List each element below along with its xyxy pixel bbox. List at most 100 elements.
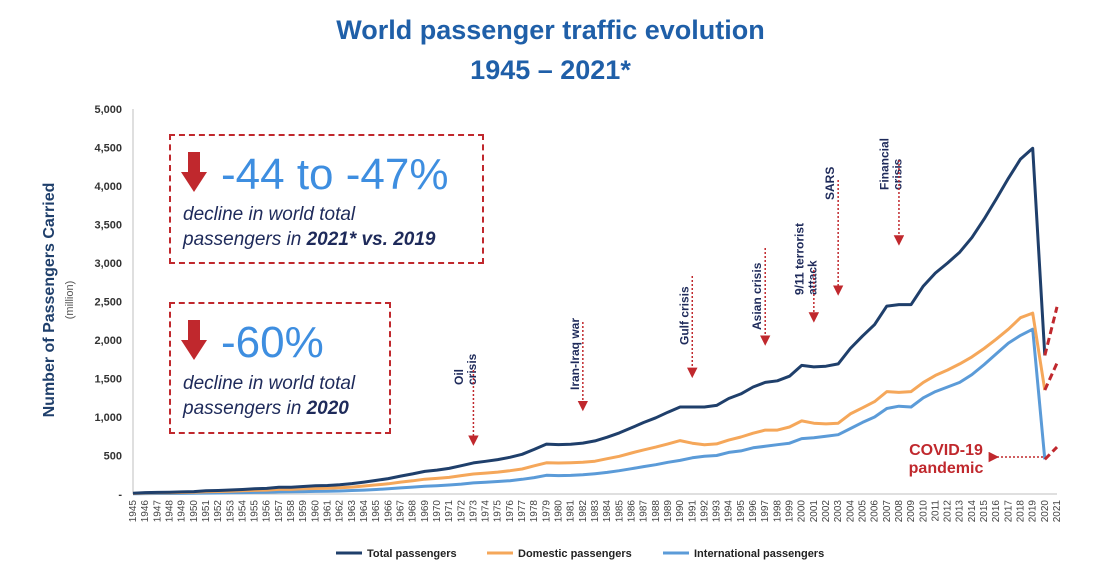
callout-2020-decline: -60% decline in world total passengers i…	[169, 302, 391, 434]
annotation-oil: Oil crisis	[452, 353, 479, 446]
x-tick-label: 1947	[152, 500, 163, 523]
legend-item-domestic-passengers: Domestic passengers	[487, 548, 632, 560]
x-tick-label: 1971	[444, 500, 455, 523]
x-tick-label: 1968	[408, 500, 419, 523]
annotation-fin: Financial crisis	[877, 138, 904, 246]
y-tick-label: 2,500	[94, 297, 122, 309]
x-tick-label: 2020	[1040, 500, 1051, 523]
x-tick-label: 1994	[724, 500, 735, 523]
callout-2020-line1: decline in world total	[183, 373, 356, 394]
projection-2021-domestic-passengers	[1043, 362, 1059, 391]
y-tick-label: 4,500	[94, 143, 122, 155]
annotation-label: Iran-Iraq war	[568, 318, 582, 390]
callout-2021-line2: passengers in	[183, 229, 307, 250]
x-tick-label: 2013	[955, 500, 966, 523]
annotation-asian: Asian crisis	[750, 248, 771, 346]
x-tick-label: 2011	[930, 500, 941, 522]
y-tick-label: 3,000	[94, 258, 122, 270]
x-tick-label: 1962	[335, 500, 346, 523]
callout-2021-value: -44 to -47%	[221, 150, 449, 199]
annotation-gulf: Gulf crisis	[677, 276, 698, 379]
callout-2021-line1: decline in world total	[183, 204, 356, 225]
y-tick-label: 4,000	[94, 181, 122, 193]
x-tick-label: 1973	[468, 500, 479, 523]
callout-2020-line2: passengers in	[183, 398, 307, 419]
x-tick-label: 2000	[797, 500, 808, 523]
x-tick-label: 1954	[237, 500, 248, 523]
x-tick-label: 2006	[870, 500, 881, 523]
x-tick-label: 1950	[189, 500, 200, 523]
x-tick-label: 1986	[626, 500, 637, 523]
x-tick-label: 2002	[821, 500, 832, 523]
annotation-label: attack	[805, 260, 819, 295]
down-arrow-icon	[181, 152, 207, 192]
projection-2021-international-passengers	[1043, 445, 1059, 461]
x-tick-label: 1951	[201, 500, 212, 523]
x-tick-label: 1990	[675, 500, 686, 523]
down-arrow-icon	[181, 320, 207, 360]
x-tick-label: 1987	[639, 500, 650, 523]
annotation-label: Gulf crisis	[677, 286, 691, 345]
x-tick-label: 2015	[979, 500, 990, 523]
callout-2020-period: 2020	[306, 398, 349, 419]
callout-2021-period: 2021* vs. 2019	[306, 229, 436, 250]
series-line-international-passengers	[132, 327, 1047, 496]
x-tick-label: 2005	[857, 500, 868, 523]
series-line-domestic-passengers	[132, 311, 1047, 495]
x-tick-label: 2012	[943, 500, 954, 523]
x-tick-label: 1982	[578, 500, 589, 523]
x-tick-label: 1985	[614, 500, 625, 523]
x-tick-label: 1952	[213, 500, 224, 523]
annotation-sars: SARS	[823, 167, 844, 296]
x-tick-label: 1964	[359, 500, 370, 523]
x-tick-label: 2014	[967, 500, 978, 523]
x-tick-label: 1955	[250, 500, 261, 523]
legend-label: International passengers	[694, 548, 824, 560]
x-tick-label: 1963	[347, 500, 358, 523]
x-tick-label: 1956	[262, 500, 273, 523]
x-tick-label: 2004	[845, 500, 856, 523]
x-tick-label: 2016	[991, 500, 1002, 523]
x-tick-label: 2010	[918, 500, 929, 523]
x-tick-label: 1946	[140, 500, 151, 523]
annotation-label: COVID-19	[909, 442, 983, 459]
x-tick-label: 1958	[286, 500, 297, 523]
x-tick-label: 2017	[1003, 500, 1014, 523]
callout-2021-text: decline in world total passengers in 202…	[183, 202, 435, 252]
x-tick-label: 1996	[748, 500, 759, 523]
x-tick-label: 2021	[1052, 500, 1063, 523]
x-tick-label: 1961	[323, 500, 334, 523]
x-tick-label: 1998	[772, 500, 783, 523]
annotation-911: 9/11 terrorist attack	[792, 223, 819, 323]
x-tick-label: 1972	[456, 500, 467, 523]
x-tick-label: 1981	[566, 500, 577, 523]
annotation-label: crisis	[890, 158, 904, 190]
annotation-label: pandemic	[909, 460, 984, 477]
x-tick-label: 1995	[736, 500, 747, 523]
x-tick-label: 1993	[712, 500, 723, 523]
x-tick-label: 1991	[687, 500, 698, 523]
x-tick-label: 1988	[651, 500, 662, 523]
series-line-total-passengers	[132, 146, 1047, 495]
callout-2020-text: decline in world total passengers in 202…	[183, 371, 355, 421]
x-tick-label: 1965	[371, 500, 382, 523]
x-tick-label: 1966	[383, 500, 394, 523]
x-tick-label: 1949	[177, 500, 188, 523]
chart-title-line1: World passenger traffic evolution	[336, 15, 765, 45]
y-tick-label: 1,500	[94, 374, 122, 386]
x-tick-label: 1945	[128, 500, 139, 523]
x-tick-label: 2001	[809, 500, 820, 523]
projection-2021-total-passengers	[1043, 306, 1059, 356]
annotation-label: 9/11 terrorist	[792, 223, 806, 295]
x-tick-label: 1983	[590, 500, 601, 523]
x-tick-label: 1960	[310, 500, 321, 523]
x-tick-label: 1953	[225, 500, 236, 523]
annotation-label: crisis	[465, 353, 479, 385]
x-tick-label: 1979	[541, 500, 552, 523]
x-tick-label: 1978	[529, 500, 540, 523]
annotation-iran: Iran-Iraq war	[568, 318, 589, 412]
annotation-label: Financial	[877, 138, 891, 190]
y-axis-title: Number of Passengers Carried	[41, 183, 58, 418]
x-tick-label: 1969	[420, 500, 431, 523]
